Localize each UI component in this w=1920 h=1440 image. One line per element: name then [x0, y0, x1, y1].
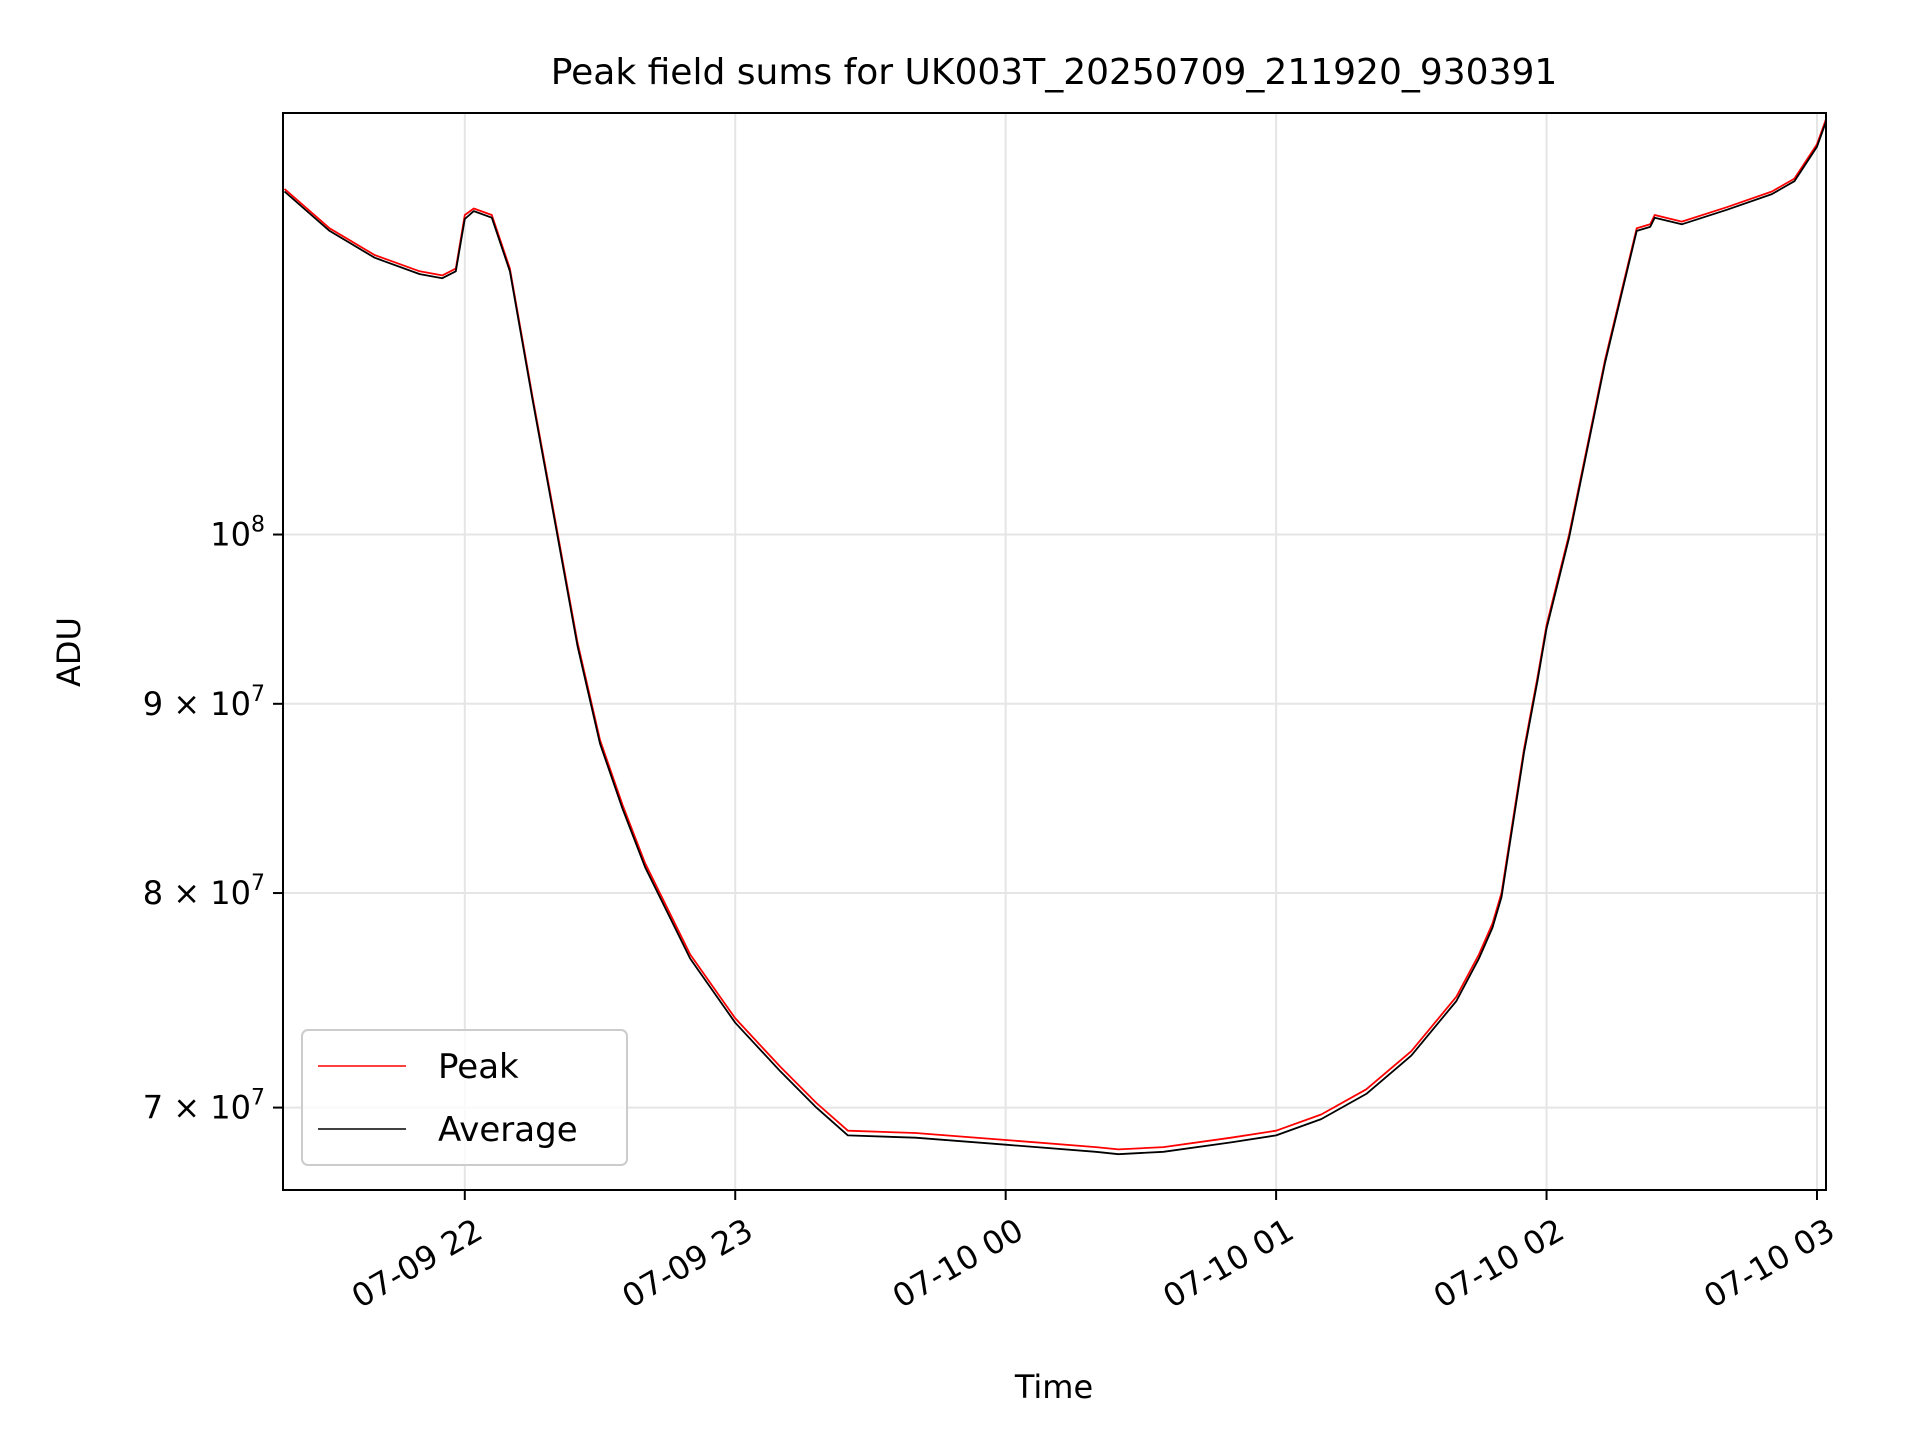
legend-box — [301, 1029, 628, 1166]
legend: Peak Average — [301, 1029, 628, 1166]
series-line-peak — [283, 118, 1827, 1151]
y-tick-label: 8 × 107 — [143, 871, 265, 912]
y-tick-label: 9 × 107 — [143, 682, 265, 723]
y-tick-label: 7 × 107 — [143, 1086, 265, 1127]
series-line-average — [283, 121, 1827, 1156]
plot-series — [283, 118, 1827, 1156]
legend-label-peak: Peak — [438, 1047, 519, 1087]
y-axis-label: ADU — [50, 617, 88, 687]
y-tick-label: 108 — [210, 513, 265, 554]
chart-title: Peak field sums for UK003T_20250709_2119… — [551, 52, 1558, 93]
plot-frame — [282, 112, 1827, 1191]
x-axis-label: Time — [1014, 1368, 1093, 1406]
legend-label-average: Average — [438, 1110, 578, 1150]
y-axis-ticks: 7 × 107 8 × 107 9 × 107 108 — [143, 513, 283, 1127]
